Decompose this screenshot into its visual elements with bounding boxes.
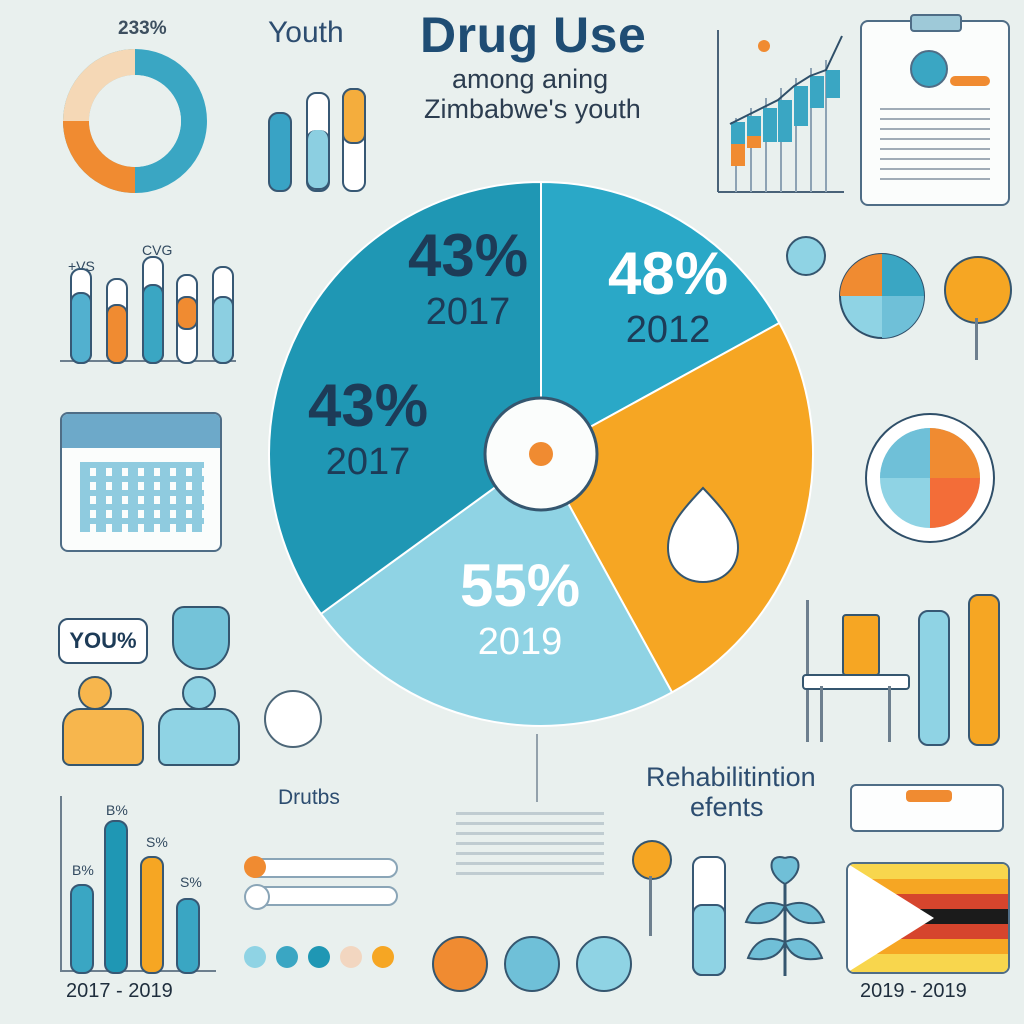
- pie-slice-4: [268, 180, 542, 616]
- drug-slider-1[interactable]: [246, 858, 398, 878]
- rehab-label-line1: Rehabilitintion: [646, 762, 816, 792]
- capsule-1: [268, 112, 292, 192]
- plant-icon: [744, 855, 826, 976]
- water-drop-icon: [666, 486, 740, 584]
- test-tube-1: [918, 610, 950, 746]
- dot-2: [276, 946, 298, 968]
- rehab-pin-icon: [632, 840, 672, 880]
- bottom-chart-caption: 2017 - 2019: [66, 980, 173, 1002]
- pie-slice-2: [539, 321, 814, 694]
- dot-4: [340, 946, 362, 968]
- mini-bar-3-fill: [142, 284, 164, 364]
- pie-slice-3: [319, 452, 674, 727]
- bottom-bar-1: [70, 884, 94, 974]
- stand-left: [806, 600, 809, 742]
- small-circle-icon: [786, 236, 826, 276]
- bottle-icon: [842, 614, 880, 676]
- stand-leg-1: [820, 686, 823, 742]
- flag-caption: 2019 - 2019: [860, 980, 967, 1002]
- dot-3: [308, 946, 330, 968]
- donut-chart-top-left: [63, 49, 207, 193]
- dot-1: [244, 946, 266, 968]
- stand-leg-2: [888, 686, 891, 742]
- pie-slice-1: [540, 180, 781, 456]
- rehab-pin-stick: [649, 876, 652, 936]
- person-head-orange: [78, 676, 112, 710]
- pie-year-label-4: 2019: [478, 621, 563, 663]
- trend-chart-top-right: [717, 30, 844, 193]
- report-lines: [880, 108, 990, 188]
- capsule-2-fill: [306, 130, 330, 190]
- person-body-orange: [62, 708, 144, 766]
- calendar-header: [62, 414, 220, 448]
- report-card-top-right: [860, 14, 1010, 206]
- test-tube-2: [968, 594, 1000, 746]
- mini-bar-2-fill: [106, 304, 128, 364]
- page-subtitle-line2: Zimbabwe's youth: [424, 94, 641, 124]
- bottom-bar-2: [104, 820, 128, 974]
- calendar-widget: [60, 412, 222, 552]
- flag-box-handle: [906, 790, 952, 802]
- bottom-axis-x: [60, 970, 216, 972]
- mini-bar-5-fill: [212, 296, 234, 364]
- report-chart-circle: [910, 50, 948, 88]
- mini-bar-4-fill: [176, 296, 198, 330]
- dot-5: [372, 946, 394, 968]
- pie-year-label-2: 2012: [626, 309, 711, 351]
- circle-icon-orange: [432, 936, 488, 992]
- calendar-grid: [80, 462, 204, 532]
- person-body-blue: [158, 708, 240, 766]
- stand-table: [802, 674, 910, 690]
- lollipop-circle-icon: [944, 256, 1012, 324]
- pie-percent-label-4: 55%: [460, 552, 580, 619]
- rehab-capsule-fill: [692, 904, 726, 976]
- youth-chip[interactable]: YOU%: [58, 618, 148, 664]
- bottom-bar-label-4: S%: [180, 874, 202, 890]
- page-title: Drug Use: [420, 7, 647, 63]
- text-lines-middle: [456, 812, 604, 882]
- pie-percent-label-3: 43%: [308, 372, 428, 439]
- bottom-axis-y: [60, 796, 62, 970]
- pie-percent-label-1: 43%: [408, 222, 528, 289]
- youth-label: Youth: [268, 16, 344, 49]
- lollipop-stick: [975, 318, 978, 360]
- page-subtitle-line1: among aning: [452, 64, 609, 94]
- zimbabwe-flag-card: [846, 862, 1010, 974]
- pie-year-label-3: 2017: [326, 441, 411, 483]
- shield-icon: [172, 606, 230, 670]
- mini-bar-label-2: CVG: [142, 242, 173, 258]
- bottom-bar-label-2: B%: [72, 862, 94, 878]
- pie-year-label-1: 2017: [426, 291, 511, 333]
- bottom-bar-label-3: S%: [146, 834, 168, 850]
- middle-divider: [536, 734, 538, 802]
- bottom-bar-4: [176, 898, 200, 974]
- pie-percent-label-2: 48%: [608, 240, 728, 307]
- capsule-3-fill: [342, 88, 366, 144]
- bottom-bar-3: [140, 856, 164, 974]
- drug-slider-1-knob[interactable]: [244, 856, 266, 878]
- pie-center-dot: [529, 442, 553, 466]
- drugs-label: Drutbs: [278, 786, 340, 809]
- top-left-percent: 233%: [118, 18, 167, 39]
- flag-triangle: [848, 864, 934, 972]
- pill-badge-icon: [264, 690, 322, 748]
- mini-bar-1-fill: [70, 292, 92, 364]
- rehab-label-line2: efents: [690, 792, 764, 822]
- person-head-blue: [182, 676, 216, 710]
- clipboard-clip: [910, 14, 962, 32]
- drug-slider-2-knob[interactable]: [244, 884, 270, 910]
- bottom-bar-label-1: B%: [106, 802, 128, 818]
- report-bar: [950, 76, 990, 86]
- circle-icon-light: [576, 936, 632, 992]
- mini-pie-top-right: [839, 253, 925, 339]
- mini-pie-right: [865, 413, 995, 543]
- circle-icon-teal: [504, 936, 560, 992]
